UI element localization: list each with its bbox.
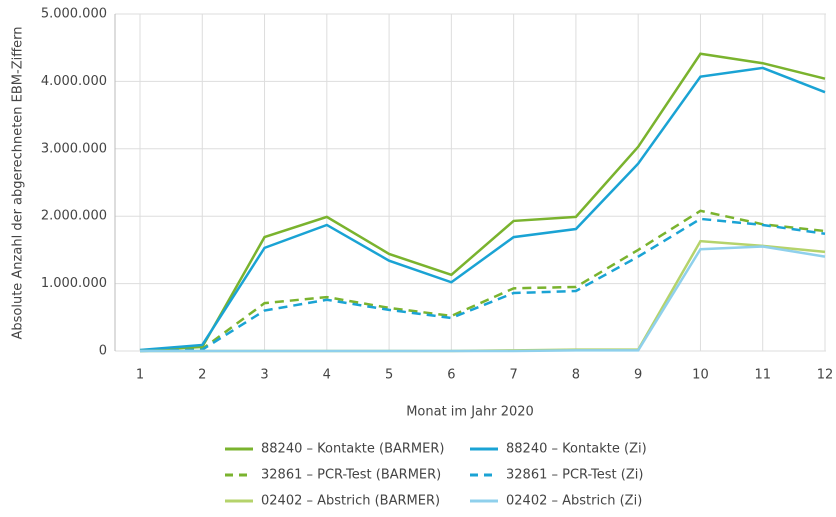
y-tick-label: 5.000.000 (41, 7, 107, 22)
legend-label: 88240 – Kontakte (Zi) (506, 442, 647, 457)
legend-label: 88240 – Kontakte (BARMER) (261, 442, 444, 457)
legend-label: 32861 – PCR-Test (Zi) (506, 468, 643, 483)
line-series (139, 217, 826, 353)
y-tick-label: 0 (99, 344, 107, 359)
y-axis-label: Absolute Anzahl der abgerechneten EBM-Zi… (11, 26, 26, 339)
legend-label: 32861 – PCR-Test (BARMER) (261, 468, 441, 483)
y-tick-label: 4.000.000 (41, 74, 107, 89)
line-series (139, 66, 826, 352)
x-tick-label: 9 (634, 368, 642, 383)
line-series (139, 52, 826, 352)
x-tick-label: 6 (447, 368, 455, 383)
x-axis-label: Monat im Jahr 2020 (406, 405, 534, 420)
x-tick-label: 11 (754, 368, 771, 383)
x-tick-label: 8 (572, 368, 580, 383)
line-series (140, 239, 826, 353)
x-tick-label: 10 (692, 368, 709, 383)
legend-label: 02402 – Abstrich (BARMER) (261, 494, 440, 509)
y-tick-label: 1.000.000 (41, 276, 107, 291)
y-tick-label: 3.000.000 (41, 141, 107, 156)
x-tick-label: 7 (509, 368, 517, 383)
line-series (140, 245, 826, 353)
x-tick-label: 5 (385, 368, 393, 383)
x-tick-label: 12 (817, 368, 834, 383)
y-tick-label: 2.000.000 (41, 209, 107, 224)
x-tick-label: 3 (260, 368, 268, 383)
line-series (139, 209, 826, 353)
x-tick-label: 2 (198, 368, 206, 383)
x-tick-label: 4 (323, 368, 331, 383)
x-tick-label: 1 (136, 368, 144, 383)
legend-label: 02402 – Abstrich (Zi) (506, 494, 642, 509)
